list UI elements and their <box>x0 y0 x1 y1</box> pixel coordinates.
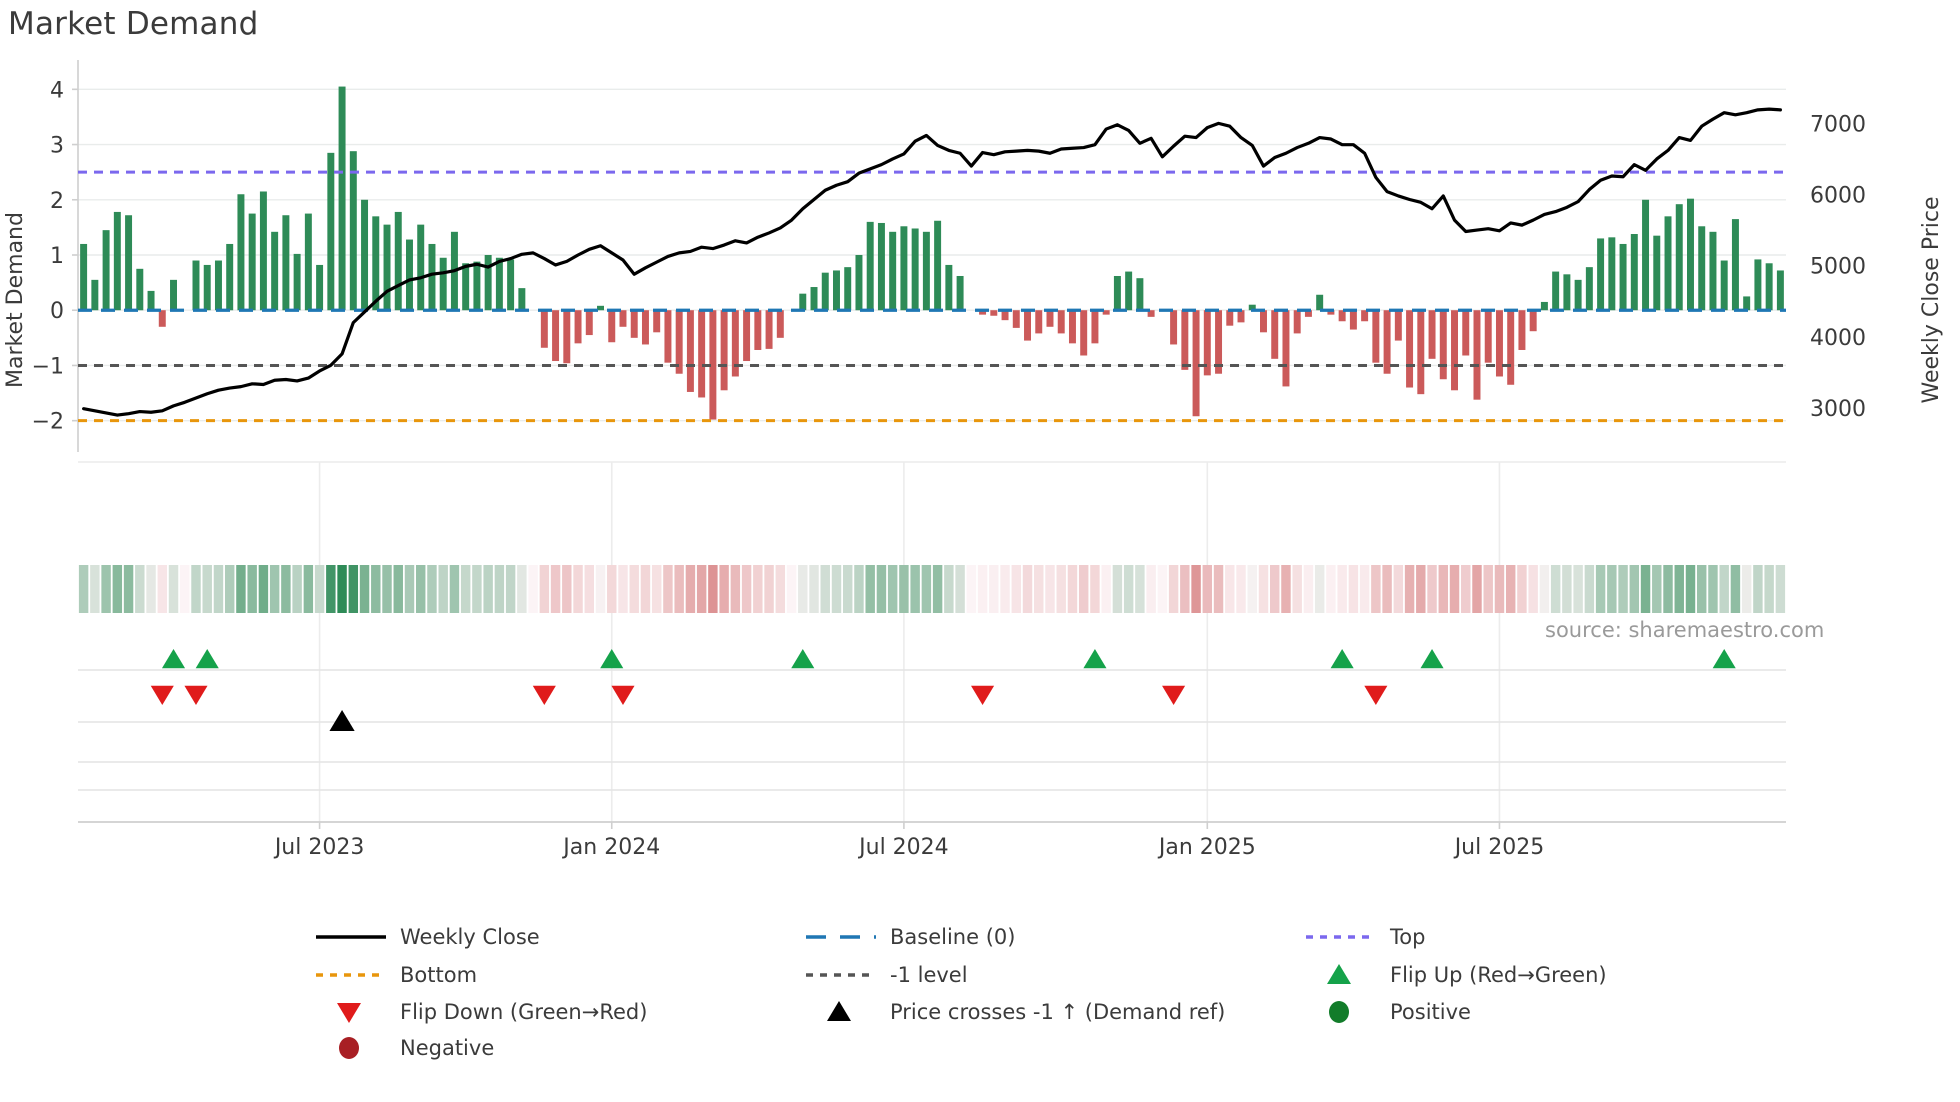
left-tick-label: −2 <box>32 410 64 435</box>
flip-up-marker <box>600 649 624 669</box>
left-tick-label: 4 <box>50 78 64 103</box>
legend-item[interactable]: Flip Down (Green→Red) <box>337 1000 647 1024</box>
legend-item[interactable]: Bottom <box>316 963 477 987</box>
source-note: source: sharemaestro.com <box>1545 618 1824 642</box>
left-axis-label: Market Demand <box>3 212 28 388</box>
flip-down-marker <box>150 685 174 705</box>
x-tick-label: Jul 2023 <box>273 835 365 860</box>
circle-icon <box>1329 1001 1349 1023</box>
legend-label: Bottom <box>400 963 477 987</box>
right-tick-label: 4000 <box>1810 326 1866 351</box>
x-axis-ticks: Jul 2023 Jan 2024 Jul 2024 Jan 2025 Jul 2025 <box>78 461 1786 860</box>
flip-down-marker <box>532 685 556 705</box>
x-tick-label: Jul 2025 <box>1453 835 1545 860</box>
right-axis-ticks: 7000 6000 5000 4000 3000 <box>1810 112 1866 422</box>
right-tick-label: 7000 <box>1810 112 1866 137</box>
legend-item[interactable]: Baseline (0) <box>806 925 1015 949</box>
legend-item[interactable]: Negative <box>339 1036 494 1060</box>
flip-down-marker <box>611 685 635 705</box>
flip-marker-rows <box>150 649 1736 731</box>
legend-label: Flip Down (Green→Red) <box>400 1000 647 1024</box>
legend-item[interactable]: -1 level <box>806 963 968 987</box>
x-tick-label: Jul 2024 <box>857 835 949 860</box>
price-cross-marker <box>329 710 355 731</box>
legend-item[interactable]: Positive <box>1329 1000 1471 1024</box>
left-tick-label: −1 <box>32 354 64 379</box>
flip-up-marker <box>1712 649 1736 669</box>
flip-up-marker <box>1330 649 1354 669</box>
legend-item[interactable]: Flip Up (Red→Green) <box>1327 963 1607 987</box>
legend-label: Top <box>1389 925 1425 949</box>
x-tick-label: Jan 2024 <box>561 835 660 860</box>
flip-down-marker <box>1364 685 1388 705</box>
right-axis-label: Weekly Close Price <box>1919 197 1944 404</box>
flip-down-marker <box>1162 685 1186 705</box>
circle-icon <box>339 1037 359 1059</box>
chart-legend: Weekly Close Bottom Flip Down (Green→Red) N… <box>316 925 1607 1060</box>
right-tick-label: 3000 <box>1810 397 1866 422</box>
flip-up-marker <box>195 649 219 669</box>
legend-label: Baseline (0) <box>890 925 1015 949</box>
left-tick-label: 3 <box>50 134 64 159</box>
triangle-up-icon <box>827 1001 851 1021</box>
triangle-down-icon <box>337 1003 361 1023</box>
page-title: Market Demand <box>8 6 259 42</box>
legend-label: Negative <box>400 1036 494 1060</box>
x-tick-label: Jan 2025 <box>1157 835 1256 860</box>
legend-label: -1 level <box>890 963 968 987</box>
legend-label: Flip Up (Red→Green) <box>1390 963 1607 987</box>
flip-up-marker <box>1083 649 1107 669</box>
legend-label: Price crosses -1 ↑ (Demand ref) <box>890 1000 1225 1024</box>
flip-up-marker <box>791 649 815 669</box>
flip-down-marker <box>184 685 208 705</box>
left-tick-label: 0 <box>50 299 64 324</box>
right-tick-label: 6000 <box>1810 184 1866 209</box>
legend-item[interactable]: Top <box>1306 925 1425 949</box>
right-tick-label: 5000 <box>1810 255 1866 280</box>
legend-label: Weekly Close <box>400 925 540 949</box>
legend-item[interactable]: Price crosses -1 ↑ (Demand ref) <box>827 1000 1225 1024</box>
reference-lines <box>78 170 1786 423</box>
weekly-close-line <box>82 107 1782 417</box>
flip-up-marker <box>161 649 186 669</box>
left-tick-label: 1 <box>50 244 64 269</box>
demand-heatmap-strip <box>78 565 1786 613</box>
legend-label: Positive <box>1390 1000 1471 1024</box>
left-axis-ticks: 4 3 2 1 0 −1 −2 <box>32 78 78 435</box>
triangle-up-icon <box>1327 964 1351 984</box>
flip-down-marker <box>971 685 995 705</box>
left-tick-label: 2 <box>50 189 64 214</box>
demand-bars <box>80 86 1784 420</box>
legend-item[interactable]: Weekly Close <box>316 925 540 949</box>
flip-up-marker <box>1420 649 1444 669</box>
